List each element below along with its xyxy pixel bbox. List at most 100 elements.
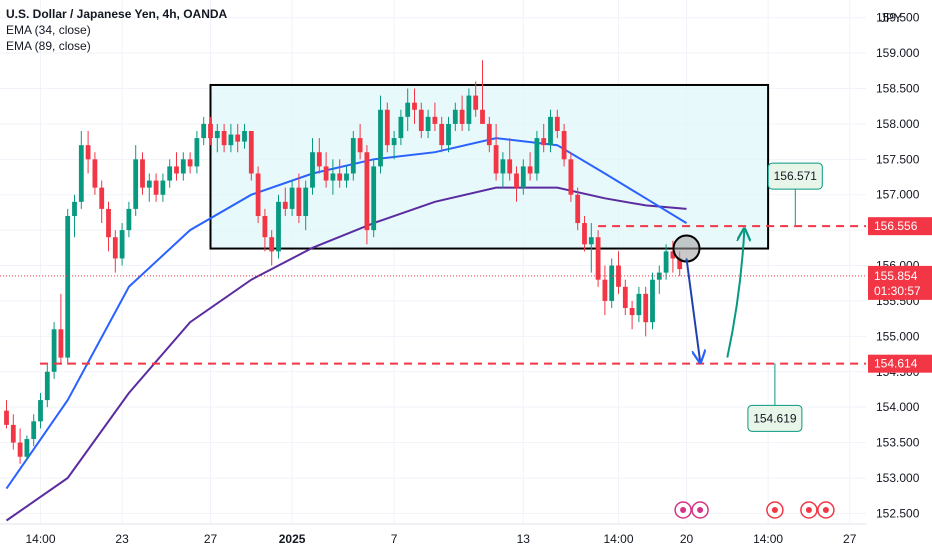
marker-circle — [672, 234, 701, 263]
candle — [425, 109, 431, 139]
candle-body — [24, 439, 30, 457]
candle — [337, 159, 343, 188]
candle — [432, 102, 438, 131]
candle — [398, 109, 404, 146]
candle — [201, 116, 207, 146]
candle — [214, 123, 220, 153]
candle — [663, 244, 669, 280]
price-tick-label: 158.000 — [876, 117, 920, 131]
price-tick-label: 153.000 — [876, 471, 920, 485]
candle-body — [282, 201, 288, 209]
candle-body — [51, 329, 57, 372]
candle — [85, 131, 91, 174]
candle — [575, 187, 581, 231]
candle — [262, 208, 268, 252]
event-icon-dot — [822, 507, 829, 513]
candle — [486, 116, 492, 153]
candle-body — [112, 237, 118, 259]
candle — [146, 173, 152, 202]
candle-body — [595, 237, 601, 280]
candle-body — [187, 159, 193, 167]
legend-title: U.S. Dollar / Japanese Yen, 4h, OANDA — [6, 7, 228, 21]
time-tick-label: 27 — [843, 532, 857, 546]
candle — [520, 159, 526, 195]
currency-label: JPY — [880, 11, 902, 25]
price-tick-label: 159.500 — [876, 11, 920, 25]
time-tick-label: 14:00 — [25, 532, 55, 546]
chart-legend: U.S. Dollar / Japanese Yen, 4h, OANDA EM… — [6, 6, 227, 54]
candle — [289, 180, 295, 216]
candle-body — [106, 208, 111, 238]
candle-body — [500, 159, 506, 174]
event-icon-dot — [805, 507, 812, 513]
candle-body — [350, 138, 356, 174]
candle-body — [38, 400, 43, 422]
event-icon-dot — [697, 507, 704, 513]
candle-body — [153, 180, 159, 195]
projection-arrow-up — [726, 230, 744, 358]
candle — [330, 159, 336, 195]
candle-body — [663, 251, 669, 273]
candle — [269, 230, 275, 266]
candle-body — [289, 187, 295, 209]
candle-body — [174, 166, 179, 174]
candle-body — [412, 102, 417, 110]
candle — [459, 95, 465, 131]
candle — [112, 230, 118, 273]
candle-body — [201, 123, 207, 139]
time-tick-label: 13 — [517, 532, 531, 546]
annotations-layer: 156.571 154.619 — [672, 162, 823, 432]
candle — [153, 173, 159, 202]
candle-body — [58, 329, 64, 358]
last-price-tag-bg — [868, 265, 932, 300]
candle-body — [629, 308, 635, 316]
price-callout: 156.571 — [767, 162, 823, 226]
time-tick-label: 14:00 — [753, 532, 783, 546]
candle-body — [534, 138, 540, 174]
candle — [561, 123, 567, 167]
candle — [235, 123, 241, 153]
candle-body — [146, 180, 152, 188]
candle — [527, 152, 533, 181]
candle — [344, 166, 349, 188]
candle-body — [78, 145, 84, 202]
candle-body — [262, 215, 268, 238]
candle-body — [65, 215, 71, 358]
event-icon-dot — [771, 507, 778, 513]
candle-body — [235, 134, 241, 142]
candle-body — [446, 123, 451, 146]
range-box — [209, 83, 770, 250]
candle — [466, 88, 472, 131]
candle — [616, 251, 621, 294]
candle-body — [384, 109, 390, 146]
time-tick-label: 14:00 — [603, 532, 633, 546]
candle — [119, 223, 125, 266]
candle-body — [643, 293, 649, 323]
event-icon-dot — [680, 507, 687, 513]
candle-body — [303, 187, 309, 216]
candle — [636, 286, 642, 323]
candle-body — [323, 166, 329, 181]
candle — [221, 123, 227, 153]
candle — [65, 208, 71, 365]
candle-body — [330, 173, 336, 181]
candle-body — [466, 95, 472, 124]
level-tag-label: 156.556 — [874, 219, 918, 233]
candle — [282, 187, 288, 216]
candle — [554, 109, 560, 139]
candle-body — [405, 102, 411, 117]
candle-body — [31, 421, 37, 440]
price-tick-label: 157.500 — [876, 152, 920, 166]
candle-body — [126, 208, 132, 231]
candle — [248, 131, 254, 181]
candle — [31, 414, 37, 447]
candle — [208, 116, 213, 146]
candle — [350, 131, 356, 181]
candle-body — [17, 442, 23, 457]
candle — [629, 300, 635, 330]
candle-body — [588, 237, 594, 245]
candle — [310, 138, 315, 195]
candle — [500, 152, 506, 188]
candle — [364, 145, 370, 245]
